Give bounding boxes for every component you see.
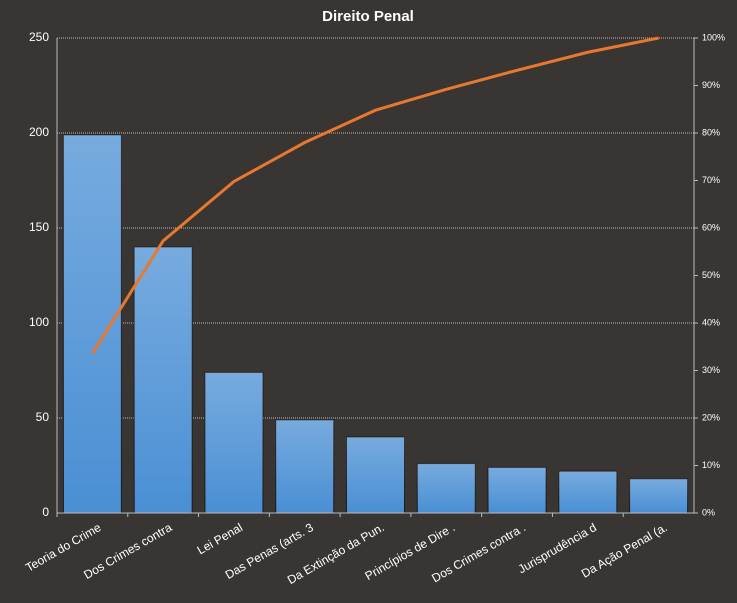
y2-tick-label: 80% — [702, 127, 720, 137]
bar-shine — [63, 134, 122, 513]
y2-tick-label: 0% — [702, 507, 715, 517]
bar-shine — [346, 437, 405, 513]
bar-shine — [417, 463, 476, 513]
y2-tick-label: 90% — [702, 80, 720, 90]
y2-tick-label: 10% — [702, 460, 720, 470]
y2-tick-label: 50% — [702, 270, 720, 280]
y-tick-label: 200 — [29, 125, 49, 139]
y2-tick-label: 20% — [702, 412, 720, 422]
y-tick-label: 100 — [29, 315, 49, 329]
bar-shine — [275, 419, 334, 513]
y2-tick-label: 30% — [702, 365, 720, 375]
y-tick-label: 50 — [36, 410, 50, 424]
bar-shine — [629, 478, 688, 513]
bar-shine — [558, 471, 617, 513]
chart-title: Direito Penal — [322, 8, 414, 25]
y-tick-label: 150 — [29, 220, 49, 234]
bar-shine — [204, 372, 263, 513]
y-tick-label: 0 — [42, 505, 49, 519]
bar-shine — [488, 467, 547, 513]
y2-tick-label: 70% — [702, 175, 720, 185]
bar-shine — [134, 247, 193, 513]
y2-tick-label: 60% — [702, 222, 720, 232]
x-tick-label: Lei Penal — [195, 520, 245, 557]
y2-tick-label: 40% — [702, 317, 720, 327]
line — [91, 36, 659, 355]
y2-tick-label: 100% — [702, 32, 725, 42]
y-tick-label: 250 — [29, 30, 49, 44]
